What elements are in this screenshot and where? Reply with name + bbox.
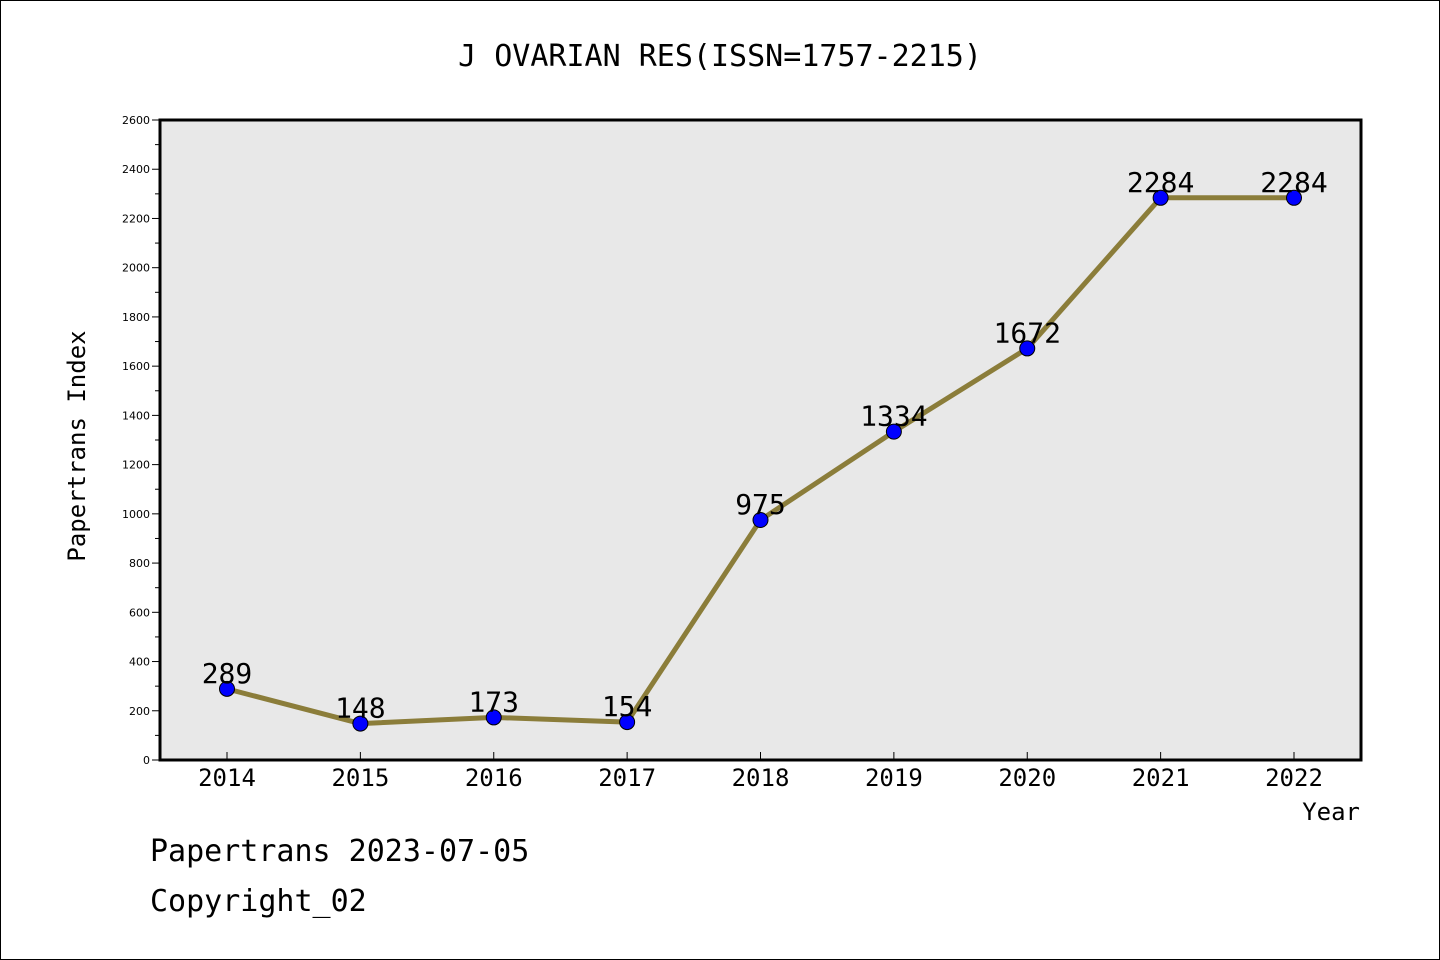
data-label: 2284: [1260, 166, 1327, 199]
x-tick-label: 2020: [998, 764, 1056, 792]
y-tick-label: 600: [129, 606, 150, 619]
y-tick-label: 2400: [122, 163, 150, 176]
series-layer: [219, 189, 1302, 732]
data-label: 2284: [1127, 166, 1194, 199]
x-axis-title: Year: [1302, 798, 1360, 826]
data-point-marker: [885, 423, 902, 440]
x-tick-label: 2019: [865, 764, 923, 792]
y-tick-label: 2200: [122, 212, 150, 225]
footer-date: Papertrans 2023-07-05: [150, 834, 530, 869]
data-point-marker: [1019, 340, 1036, 357]
chart-title: J OVARIAN RES(ISSN=1757-2215): [458, 39, 982, 74]
y-axis: 0 200 400 600 800 1000 1200 1400 1600 1800 2000 220…: [122, 114, 160, 767]
data-point-marker: [219, 680, 235, 697]
y-tick-label: 1400: [122, 409, 150, 422]
x-tick-label: 2014: [198, 764, 256, 792]
data-label: 148: [335, 692, 386, 725]
data-point-marker: [485, 709, 502, 726]
y-tick-label: 2000: [122, 262, 150, 275]
y-tick-label: 400: [129, 656, 150, 669]
y-tick-label: 800: [129, 557, 150, 570]
data-point-marker: [619, 714, 636, 731]
x-tick-label: 2021: [1132, 764, 1190, 792]
data-label: 1334: [860, 400, 927, 433]
y-tick-label: 2600: [122, 114, 150, 127]
y-tick-label: 1800: [122, 311, 150, 324]
data-point-marker: [352, 715, 369, 732]
data-label: 289: [202, 657, 253, 690]
x-tick-label: 2016: [465, 764, 523, 792]
y-tick-label: 1000: [122, 508, 150, 521]
x-tick-label: 2022: [1265, 764, 1323, 792]
data-label: 1672: [994, 316, 1061, 349]
x-tick-label: 2015: [331, 764, 389, 792]
x-axis: 2014 2015 2016 2017 2018 2019 2020 2021 2022: [198, 752, 1323, 792]
y-axis-title: Papertrans Index: [63, 330, 91, 561]
x-tick-label: 2017: [598, 764, 656, 792]
data-point-marker: [752, 512, 769, 528]
data-label: 154: [602, 690, 653, 723]
y-tick-label: 1600: [122, 360, 150, 373]
footer-copyright: Copyright_02: [150, 884, 367, 919]
data-point-marker: [1286, 189, 1302, 206]
data-label: 173: [468, 685, 519, 718]
data-labels: 289 148 173 154 975 1334 1672 2284 2284: [202, 166, 1328, 725]
data-point-marker: [1152, 189, 1169, 206]
y-tick-label: 1200: [122, 459, 150, 472]
y-tick-label: 0: [143, 754, 150, 767]
y-tick-label: 200: [129, 705, 150, 718]
plot-area: [158, 118, 1363, 762]
data-label: 975: [735, 488, 786, 521]
x-tick-label: 2018: [732, 764, 790, 792]
